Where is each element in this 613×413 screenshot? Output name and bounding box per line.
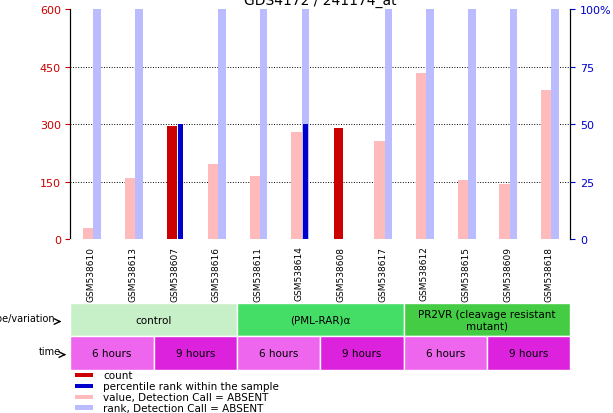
- Bar: [75, 394, 93, 399]
- Text: time: time: [39, 347, 61, 356]
- Bar: [178, 125, 183, 240]
- Text: count: count: [103, 370, 132, 380]
- Bar: [458, 180, 470, 240]
- Bar: [291, 133, 303, 240]
- Text: GSM538613: GSM538613: [129, 246, 137, 301]
- Text: GSM538608: GSM538608: [337, 246, 346, 301]
- Bar: [154, 337, 237, 370]
- Bar: [83, 228, 94, 240]
- Bar: [124, 178, 136, 240]
- Text: GSM538616: GSM538616: [211, 246, 221, 301]
- Text: percentile rank within the sample: percentile rank within the sample: [103, 381, 279, 391]
- Text: GSM538617: GSM538617: [378, 246, 387, 301]
- Text: 6 hours: 6 hours: [259, 348, 299, 358]
- Bar: [249, 176, 261, 240]
- Text: GSM538618: GSM538618: [545, 246, 554, 301]
- Bar: [237, 337, 320, 370]
- Text: 6 hours: 6 hours: [425, 348, 465, 358]
- Bar: [385, 0, 392, 240]
- Bar: [500, 184, 511, 240]
- Bar: [75, 373, 93, 377]
- Text: (PML-RAR)α: (PML-RAR)α: [290, 315, 351, 325]
- Bar: [75, 384, 93, 388]
- Text: 6 hours: 6 hours: [93, 348, 132, 358]
- Bar: [70, 337, 154, 370]
- Bar: [487, 337, 570, 370]
- Bar: [427, 0, 434, 240]
- Title: GDS4172 / 241174_at: GDS4172 / 241174_at: [244, 0, 397, 8]
- Bar: [510, 0, 517, 240]
- Bar: [302, 0, 309, 240]
- Bar: [167, 127, 177, 240]
- Text: 9 hours: 9 hours: [176, 348, 215, 358]
- Text: PR2VR (cleavage resistant
mutant): PR2VR (cleavage resistant mutant): [418, 309, 555, 331]
- Text: GSM538609: GSM538609: [503, 246, 512, 301]
- Bar: [208, 165, 219, 240]
- Text: GSM538610: GSM538610: [87, 246, 96, 301]
- Bar: [551, 0, 559, 240]
- Text: GSM538612: GSM538612: [420, 246, 429, 301]
- Bar: [403, 304, 570, 337]
- Bar: [541, 90, 552, 240]
- Bar: [416, 74, 428, 240]
- Text: value, Detection Call = ABSENT: value, Detection Call = ABSENT: [103, 392, 268, 402]
- Bar: [70, 304, 237, 337]
- Bar: [403, 337, 487, 370]
- Text: control: control: [135, 315, 172, 325]
- Bar: [375, 142, 386, 240]
- Bar: [75, 406, 93, 410]
- Text: 9 hours: 9 hours: [342, 348, 382, 358]
- Text: GSM538614: GSM538614: [295, 246, 304, 301]
- Bar: [260, 0, 267, 240]
- Bar: [334, 129, 343, 240]
- Text: 9 hours: 9 hours: [509, 348, 548, 358]
- Text: GSM538611: GSM538611: [253, 246, 262, 301]
- Text: rank, Detection Call = ABSENT: rank, Detection Call = ABSENT: [103, 403, 264, 413]
- Bar: [303, 125, 308, 240]
- Bar: [468, 0, 476, 240]
- Text: GSM538607: GSM538607: [170, 246, 179, 301]
- Bar: [320, 337, 403, 370]
- Bar: [135, 0, 142, 240]
- Text: genotype/variation: genotype/variation: [0, 313, 55, 323]
- Text: GSM538615: GSM538615: [462, 246, 471, 301]
- Bar: [237, 304, 403, 337]
- Bar: [218, 0, 226, 240]
- Bar: [93, 0, 101, 240]
